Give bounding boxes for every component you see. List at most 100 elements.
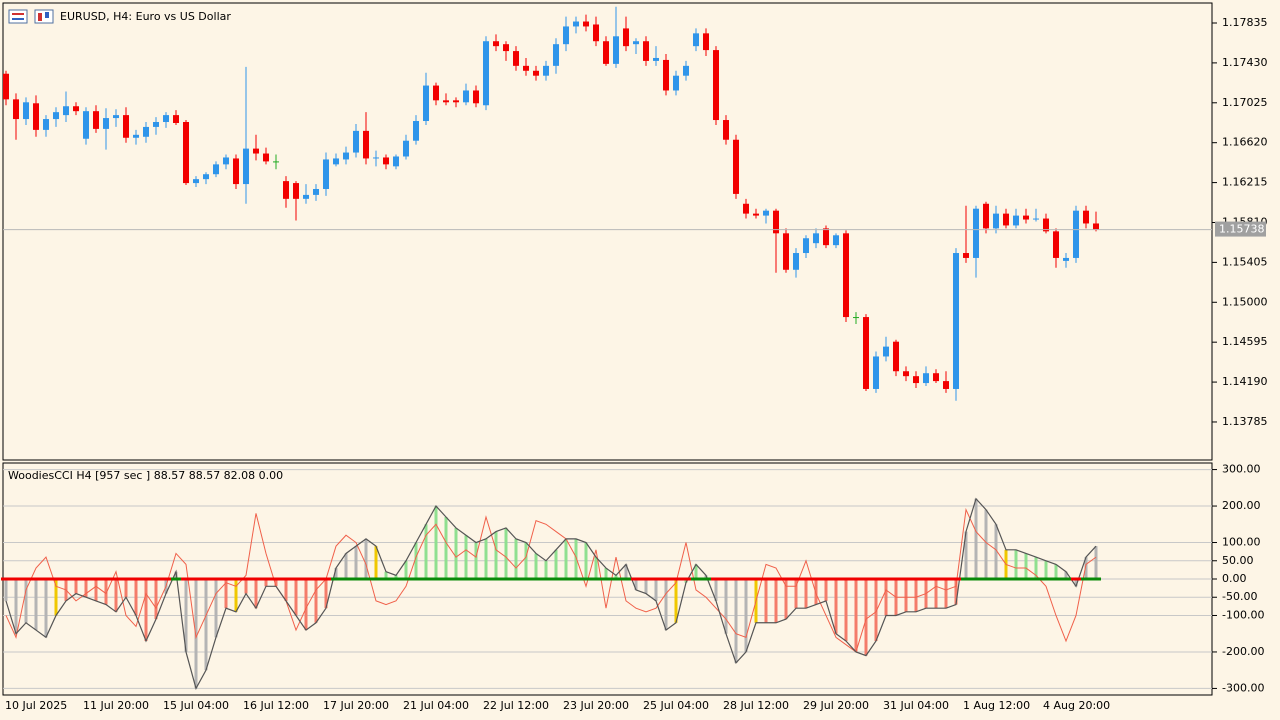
histogram-bar [244, 579, 248, 594]
candle-body [1043, 218, 1049, 232]
histogram-bar [204, 579, 208, 671]
x-tick-label: 22 Jul 12:00 [483, 699, 549, 712]
histogram-bar [74, 579, 78, 594]
histogram-bar [994, 524, 998, 579]
candle-body [423, 85, 429, 122]
histogram-bar [1014, 549, 1018, 579]
candle-body [673, 75, 679, 91]
candle-body [113, 115, 119, 119]
x-tick-label: 1 Aug 12:00 [963, 699, 1030, 712]
main-pane [2, 2, 1213, 461]
histogram-bar [644, 579, 648, 594]
x-tick-label: 4 Aug 20:00 [1043, 699, 1110, 712]
candle-body [953, 253, 959, 389]
candle-body [143, 126, 149, 137]
candle-body [1033, 218, 1039, 220]
histogram-bar [444, 516, 448, 579]
x-tick-label: 16 Jul 12:00 [243, 699, 309, 712]
candle-body [83, 111, 89, 139]
candle-body [283, 181, 289, 199]
histogram-bar [554, 549, 558, 579]
candle-body [363, 130, 369, 159]
histogram-bar [884, 579, 888, 616]
candle-body [823, 228, 829, 246]
candle-body [533, 70, 539, 76]
candle-body [303, 194, 309, 199]
histogram-bar [304, 579, 308, 631]
candle-body [723, 120, 729, 140]
candle-body [703, 33, 709, 51]
histogram-bar [324, 579, 328, 609]
y-tick-label: 50.00 [1222, 554, 1254, 567]
candle-body [513, 51, 519, 66]
candle-body [223, 157, 229, 165]
histogram-bar [564, 538, 568, 579]
histogram-bar [94, 579, 98, 601]
candle-body [273, 161, 279, 163]
histogram-bar [134, 579, 138, 616]
histogram-bar [714, 579, 718, 601]
candle-body [853, 317, 859, 319]
x-tick-label: 25 Jul 04:00 [643, 699, 709, 712]
candle-body [983, 203, 989, 229]
x-tick-label: 15 Jul 04:00 [163, 699, 229, 712]
candle-body [1003, 213, 1009, 226]
histogram-bar [704, 575, 708, 579]
candle-body [863, 317, 869, 389]
histogram-bar [34, 579, 38, 631]
histogram-bar [484, 538, 488, 579]
icon-bar [38, 13, 42, 21]
y-tick-label: 300.00 [1222, 463, 1261, 476]
candle-body [593, 24, 599, 42]
candle-body [603, 41, 609, 64]
candle-body [253, 148, 259, 154]
y-tick-label: 1.17430 [1222, 56, 1268, 69]
candle-body [3, 73, 9, 100]
histogram-bar [264, 579, 268, 587]
histogram-bar [874, 579, 878, 642]
histogram-bar [524, 542, 528, 579]
histogram-bar [394, 575, 398, 579]
candle-body [733, 139, 739, 194]
histogram-bar [1094, 546, 1098, 579]
y-tick-label: 1.15000 [1222, 295, 1268, 308]
histogram-bar [784, 579, 788, 620]
candle-body [663, 59, 669, 91]
candle-body [383, 157, 389, 165]
y-tick-label: 1.14595 [1222, 335, 1268, 348]
candle-body [63, 106, 69, 116]
y-tick-label: 1.16215 [1222, 176, 1268, 189]
candle-body [1053, 231, 1059, 258]
indicator-title: WoodiesCCI H4 [957 sec ] 88.57 88.57 82.… [8, 469, 283, 482]
histogram-bar [1024, 553, 1028, 579]
histogram-bar [1054, 564, 1058, 579]
histogram-bar [614, 575, 618, 579]
icon[interactable] [34, 9, 54, 24]
candle-body [123, 115, 129, 138]
histogram-bar [974, 498, 978, 579]
candle-body [153, 122, 159, 127]
candle-body [613, 36, 619, 64]
histogram-bar [844, 579, 848, 642]
candle-body [13, 99, 19, 120]
candle-body [373, 157, 379, 159]
histogram-bar [84, 579, 88, 598]
histogram-bar [654, 579, 658, 601]
icon[interactable] [8, 9, 28, 24]
turbo-cci-line [5, 507, 1097, 653]
candle-body [323, 159, 329, 189]
candle-body [33, 103, 39, 130]
candle-body [883, 346, 889, 357]
histogram-bar [434, 506, 438, 579]
candle-body [243, 148, 249, 185]
y-tick-label: 200.00 [1222, 499, 1261, 512]
candle-body [313, 188, 319, 195]
candle-body [783, 233, 789, 270]
histogram-bar [904, 579, 908, 612]
candle-body [813, 233, 819, 244]
histogram-bar [584, 542, 588, 579]
histogram-bar [934, 579, 938, 609]
x-tick-label: 31 Jul 04:00 [883, 699, 949, 712]
histogram-bar [1074, 579, 1078, 587]
